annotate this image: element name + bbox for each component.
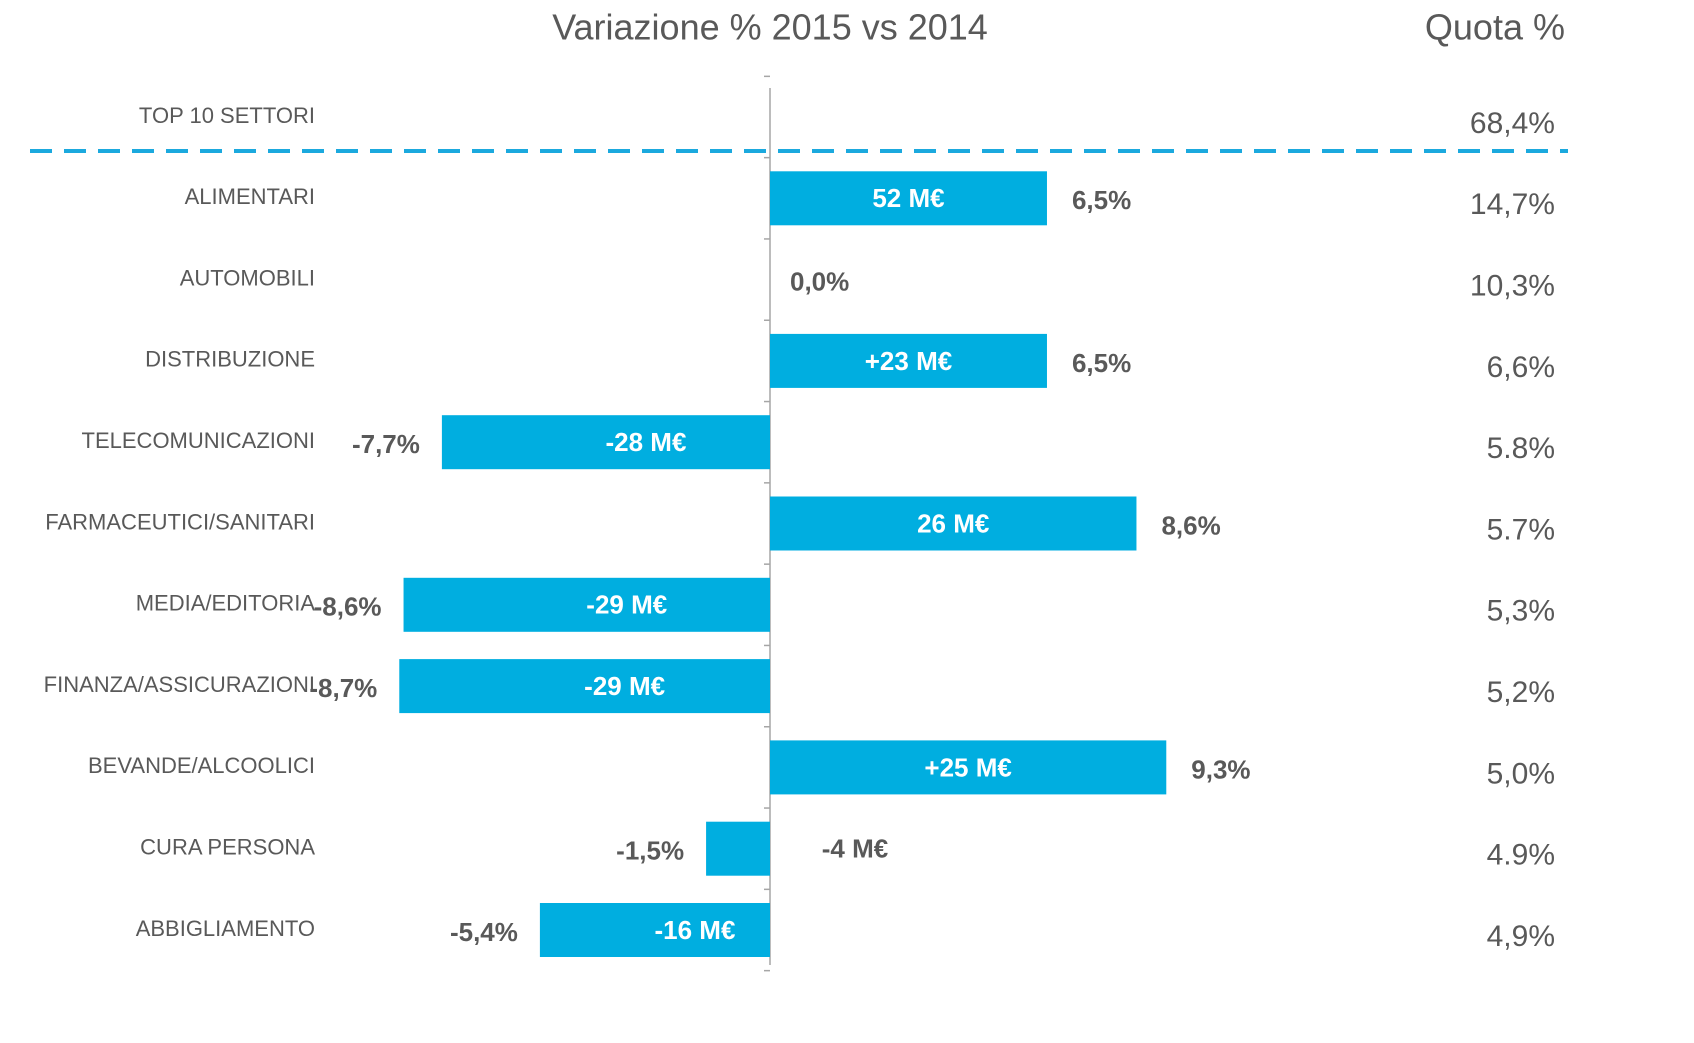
share-label: 4,9% bbox=[1487, 920, 1555, 953]
amount-label: -28 M€ bbox=[605, 427, 686, 457]
amount-label: -4 M€ bbox=[822, 834, 888, 864]
category-label: ABBIGLIAMENTO bbox=[136, 916, 315, 941]
category-label: MEDIA/EDITORIA bbox=[136, 591, 316, 616]
share-label: 5,2% bbox=[1487, 676, 1555, 709]
category-label: AUTOMOBILI bbox=[180, 265, 315, 290]
category-label: BEVANDE/ALCOOLICI bbox=[88, 753, 315, 778]
value-label: -5,4% bbox=[450, 917, 518, 947]
value-label: 6,5% bbox=[1072, 348, 1131, 378]
share-label: 4.9% bbox=[1487, 839, 1555, 872]
category-label: DISTRIBUZIONE bbox=[145, 347, 315, 372]
value-label: -1,5% bbox=[616, 836, 684, 866]
value-label: 9,3% bbox=[1191, 754, 1250, 784]
value-label: 0,0% bbox=[790, 266, 849, 296]
amount-label: +23 M€ bbox=[865, 346, 952, 376]
category-label: TELECOMUNICAZIONI bbox=[82, 428, 315, 453]
value-label: -7,7% bbox=[352, 429, 420, 459]
amount-label: 26 M€ bbox=[917, 508, 989, 538]
bar bbox=[403, 577, 770, 632]
value-label: -8,7% bbox=[309, 673, 377, 703]
bar bbox=[399, 659, 770, 714]
value-label: -8,6% bbox=[314, 592, 382, 622]
bar bbox=[770, 496, 1137, 551]
category-label: FINANZA/ASSICURAZIONI bbox=[44, 672, 315, 697]
amount-label: -16 M€ bbox=[654, 915, 735, 945]
bar bbox=[770, 333, 1047, 388]
category-label: TOP 10 SETTORI bbox=[139, 103, 315, 128]
bar bbox=[539, 903, 770, 957]
share-label: 6,6% bbox=[1487, 351, 1555, 384]
amount-label: -29 M€ bbox=[584, 671, 665, 701]
share-label: 68,4% bbox=[1470, 107, 1555, 140]
share-label: 5.7% bbox=[1487, 513, 1555, 546]
amount-label: -29 M€ bbox=[586, 590, 667, 620]
chart-title: Variazione % 2015 vs 2014 bbox=[552, 7, 988, 48]
share-label: 5,0% bbox=[1487, 757, 1555, 790]
value-label: 6,5% bbox=[1072, 185, 1131, 215]
share-label: 14,7% bbox=[1470, 188, 1555, 221]
bar bbox=[770, 171, 1047, 226]
category-label: ALIMENTARI bbox=[185, 184, 315, 209]
bar bbox=[770, 740, 1167, 795]
share-title: Quota % bbox=[1425, 7, 1565, 48]
category-label: FARMACEUTICI/SANITARI bbox=[45, 509, 315, 534]
bar bbox=[706, 821, 770, 876]
category-label: CURA PERSONA bbox=[140, 835, 315, 860]
amount-label: +25 M€ bbox=[924, 752, 1011, 782]
share-label: 5,3% bbox=[1487, 595, 1555, 628]
amount-label: 52 M€ bbox=[872, 183, 944, 213]
share-label: 5.8% bbox=[1487, 432, 1555, 465]
value-label: 8,6% bbox=[1161, 510, 1220, 540]
share-label: 10,3% bbox=[1470, 270, 1555, 303]
bar bbox=[441, 415, 770, 470]
